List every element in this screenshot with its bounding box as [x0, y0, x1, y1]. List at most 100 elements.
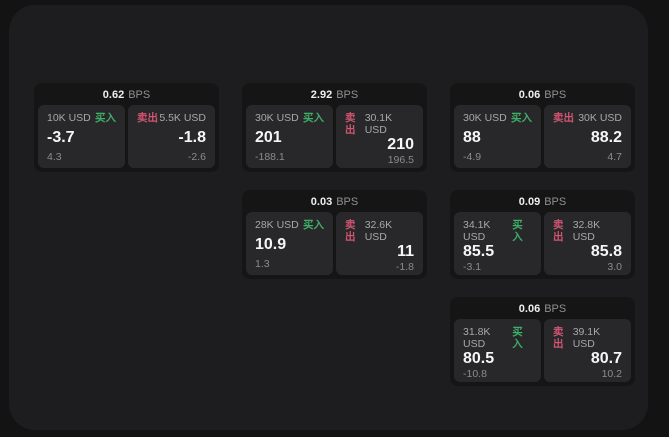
sell-quote-tile[interactable]: 卖出 39.1K USD 80.7 10.2 — [544, 319, 631, 382]
sell-label: 卖出 — [553, 326, 564, 350]
buy-quote-tile[interactable]: 31.8K USD 买入 80.5 -10.8 — [454, 319, 541, 382]
quote-card-body: 28K USD 买入 10.9 1.3 卖出 32.6K USD 11 -1.8 — [246, 212, 423, 275]
sell-change: -2.6 — [187, 151, 206, 163]
sell-quote-tile[interactable]: 卖出 30.1K USD 210 196.5 — [336, 105, 423, 168]
bps-header: 0.62 BPS — [38, 86, 215, 105]
quote-card: 0.03 BPS 28K USD 买入 10.9 1.3 卖出 32.6K USD… — [242, 190, 427, 279]
quote-card: 0.09 BPS 34.1K USD 买入 85.5 -3.1 卖出 32.8K … — [450, 190, 635, 279]
sell-price: 210 — [387, 136, 414, 153]
buy-quote-tile[interactable]: 28K USD 买入 10.9 1.3 — [246, 212, 333, 275]
buy-change: 4.3 — [47, 151, 62, 163]
sell-change: 196.5 — [387, 154, 414, 166]
buy-amount: 30K USD — [255, 112, 299, 124]
sell-change: -1.8 — [395, 261, 414, 273]
quote-card: 0.06 BPS 31.8K USD 买入 80.5 -10.8 卖出 39.1K… — [450, 297, 635, 386]
sell-tile-header: 卖出 39.1K USD — [553, 326, 622, 350]
buy-amount: 31.8K USD — [463, 326, 491, 350]
sell-label: 卖出 — [553, 219, 564, 243]
buy-amount: 28K USD — [255, 219, 299, 231]
quote-cards-grid: 0.62 BPS 10K USD 买入 -3.7 4.3 卖出 5.5K USD … — [34, 83, 635, 386]
buy-tile-header: 30K USD 买入 — [463, 112, 532, 124]
bps-header: 0.09 BPS — [454, 193, 631, 212]
sell-price: -1.8 — [178, 128, 206, 146]
bps-header: 0.06 BPS — [454, 300, 631, 319]
quote-card: 0.06 BPS 30K USD 买入 88 -4.9 卖出 30K USD 88… — [450, 83, 635, 172]
buy-price: 85.5 — [463, 243, 495, 260]
sell-quote-tile[interactable]: 卖出 32.6K USD 11 -1.8 — [336, 212, 423, 275]
sell-change: 4.7 — [607, 151, 622, 163]
sell-amount: 5.5K USD — [159, 112, 206, 124]
quote-card-body: 30K USD 买入 88 -4.9 卖出 30K USD 88.2 4.7 — [454, 105, 631, 168]
buy-tile-header: 34.1K USD 买入 — [463, 219, 532, 243]
buy-amount: 10K USD — [47, 112, 91, 124]
bps-unit-label: BPS — [544, 303, 567, 315]
buy-label: 买入 — [512, 219, 523, 243]
sell-tile-header: 卖出 32.8K USD — [553, 219, 622, 243]
sell-price: 80.7 — [590, 350, 622, 367]
sell-label: 卖出 — [345, 112, 356, 136]
sell-price: 11 — [397, 243, 414, 260]
bps-unit-label: BPS — [128, 89, 151, 101]
sell-quote-tile[interactable]: 卖出 32.8K USD 85.8 3.0 — [544, 212, 631, 275]
buy-tile-header: 10K USD 买入 — [47, 112, 116, 124]
bps-value: 2.92 — [310, 89, 333, 101]
sell-tile-header: 卖出 5.5K USD — [137, 112, 206, 124]
bps-value: 0.06 — [518, 89, 541, 101]
buy-change: 1.3 — [255, 258, 270, 270]
sell-change: 10.2 — [601, 368, 622, 380]
buy-price: 80.5 — [463, 350, 495, 367]
sell-tile-header: 卖出 32.6K USD — [345, 219, 414, 243]
buy-label: 买入 — [95, 112, 116, 124]
buy-quote-tile[interactable]: 30K USD 买入 88 -4.9 — [454, 105, 541, 168]
sell-amount: 30.1K USD — [364, 112, 393, 136]
sell-amount: 32.8K USD — [572, 219, 601, 243]
buy-amount: 30K USD — [463, 112, 507, 124]
buy-price: -3.7 — [47, 128, 75, 146]
buy-tile-header: 31.8K USD 买入 — [463, 326, 532, 350]
bps-value: 0.09 — [518, 196, 541, 208]
buy-label: 买入 — [511, 112, 532, 124]
bps-value: 0.03 — [310, 196, 333, 208]
bps-unit-label: BPS — [544, 89, 567, 101]
sell-amount: 39.1K USD — [572, 326, 601, 350]
buy-tile-header: 28K USD 买入 — [255, 219, 324, 231]
bps-header: 0.06 BPS — [454, 86, 631, 105]
sell-label: 卖出 — [345, 219, 356, 243]
buy-price: 10.9 — [255, 235, 287, 253]
buy-quote-tile[interactable]: 10K USD 买入 -3.7 4.3 — [38, 105, 125, 168]
buy-change: -4.9 — [463, 151, 482, 163]
sell-label: 卖出 — [137, 112, 158, 124]
buy-price: 201 — [255, 128, 282, 146]
quote-card-body: 31.8K USD 买入 80.5 -10.8 卖出 39.1K USD 80.… — [454, 319, 631, 382]
sell-quote-tile[interactable]: 卖出 5.5K USD -1.8 -2.6 — [128, 105, 215, 168]
bps-unit-label: BPS — [336, 196, 359, 208]
sell-quote-tile[interactable]: 卖出 30K USD 88.2 4.7 — [544, 105, 631, 168]
sell-price: 88.2 — [590, 128, 622, 146]
quote-card: 0.62 BPS 10K USD 买入 -3.7 4.3 卖出 5.5K USD … — [34, 83, 219, 172]
buy-quote-tile[interactable]: 30K USD 买入 201 -188.1 — [246, 105, 333, 168]
bps-value: 0.62 — [102, 89, 125, 101]
buy-label: 买入 — [512, 326, 523, 350]
bps-unit-label: BPS — [544, 196, 567, 208]
quote-card-body: 30K USD 买入 201 -188.1 卖出 30.1K USD 210 1… — [246, 105, 423, 168]
buy-change: -188.1 — [255, 151, 285, 163]
bps-value: 0.06 — [518, 303, 541, 315]
buy-label: 买入 — [303, 219, 324, 231]
buy-label: 买入 — [303, 112, 324, 124]
sell-tile-header: 卖出 30K USD — [553, 112, 622, 124]
sell-label: 卖出 — [553, 112, 574, 124]
sell-amount: 32.6K USD — [364, 219, 393, 243]
quote-card: 2.92 BPS 30K USD 买入 201 -188.1 卖出 30.1K U… — [242, 83, 427, 172]
quote-card-body: 10K USD 买入 -3.7 4.3 卖出 5.5K USD -1.8 -2.… — [38, 105, 215, 168]
buy-change: -3.1 — [463, 261, 482, 273]
sell-tile-header: 卖出 30.1K USD — [345, 112, 414, 136]
buy-amount: 34.1K USD — [463, 219, 491, 243]
buy-quote-tile[interactable]: 34.1K USD 买入 85.5 -3.1 — [454, 212, 541, 275]
sell-price: 85.8 — [590, 243, 622, 260]
quotes-panel: 0.62 BPS 10K USD 买入 -3.7 4.3 卖出 5.5K USD … — [9, 5, 648, 430]
sell-amount: 30K USD — [578, 112, 622, 124]
buy-change: -10.8 — [463, 368, 487, 380]
quote-card-body: 34.1K USD 买入 85.5 -3.1 卖出 32.8K USD 85.8… — [454, 212, 631, 275]
sell-change: 3.0 — [607, 261, 622, 273]
bps-unit-label: BPS — [336, 89, 359, 101]
